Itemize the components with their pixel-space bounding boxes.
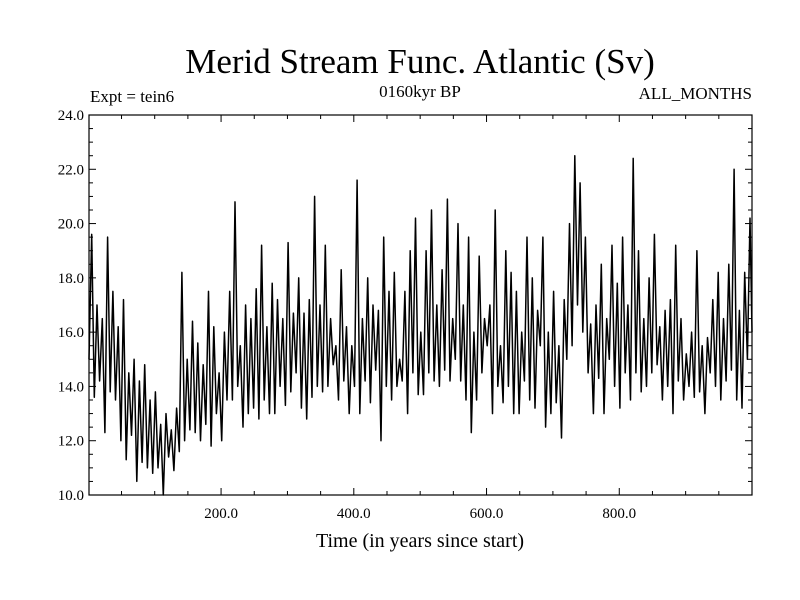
- y-tick-label: 16.0: [58, 325, 84, 341]
- x-tick-label: 800.0: [602, 506, 636, 522]
- tick-labels: 10.0 12.0 14.0 16.0 18.0 20.0 22.0 24.0 200.0 400…: [58, 108, 636, 522]
- y-tick-label: 22.0: [58, 162, 84, 178]
- y-tick-label: 10.0: [58, 488, 84, 504]
- x-tick-label: 400.0: [337, 506, 371, 522]
- experiment-label: Expt = tein6: [90, 87, 174, 106]
- months-label: ALL_MONTHS: [639, 84, 752, 103]
- y-tick-label: 18.0: [58, 271, 84, 287]
- chart-title: Merid Stream Func. Atlantic (Sv): [185, 42, 655, 81]
- x-tick-label: 200.0: [204, 506, 238, 522]
- y-tick-label: 24.0: [58, 108, 84, 124]
- y-tick-label: 14.0: [58, 379, 84, 395]
- series-line: [88, 154, 753, 496]
- x-axis-label: Time (in years since start): [316, 530, 524, 552]
- x-tick-label: 600.0: [470, 506, 504, 522]
- period-label: 0160kyr BP: [379, 82, 461, 101]
- y-tick-label: 12.0: [58, 434, 84, 450]
- y-tick-label: 20.0: [58, 217, 84, 233]
